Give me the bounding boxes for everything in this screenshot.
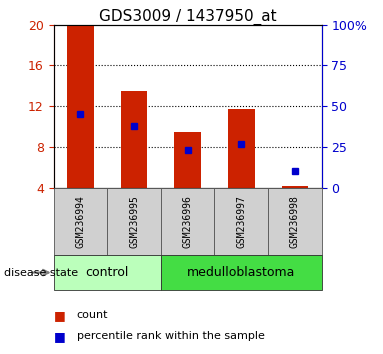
Bar	[161, 255, 322, 290]
Bar	[214, 188, 268, 255]
Bar	[54, 188, 107, 255]
Title: GDS3009 / 1437950_at: GDS3009 / 1437950_at	[99, 8, 277, 25]
Bar	[174, 132, 201, 188]
Text: count: count	[77, 310, 108, 320]
Text: GSM236994: GSM236994	[75, 195, 85, 248]
Bar	[161, 188, 214, 255]
Bar	[268, 188, 322, 255]
Text: percentile rank within the sample: percentile rank within the sample	[77, 331, 265, 341]
Bar	[54, 255, 161, 290]
Text: ■: ■	[54, 309, 65, 321]
Bar	[228, 109, 255, 188]
Bar	[121, 91, 147, 188]
Bar	[107, 188, 161, 255]
Bar	[282, 185, 308, 188]
Text: GSM236997: GSM236997	[236, 195, 246, 248]
Text: medulloblastoma: medulloblastoma	[187, 266, 295, 279]
Text: GSM236998: GSM236998	[290, 195, 300, 248]
Text: control: control	[85, 266, 129, 279]
Text: GSM236996: GSM236996	[183, 195, 193, 248]
Text: GSM236995: GSM236995	[129, 195, 139, 248]
Text: disease state: disease state	[4, 268, 78, 278]
Bar	[67, 25, 94, 188]
Text: ■: ■	[54, 330, 65, 343]
